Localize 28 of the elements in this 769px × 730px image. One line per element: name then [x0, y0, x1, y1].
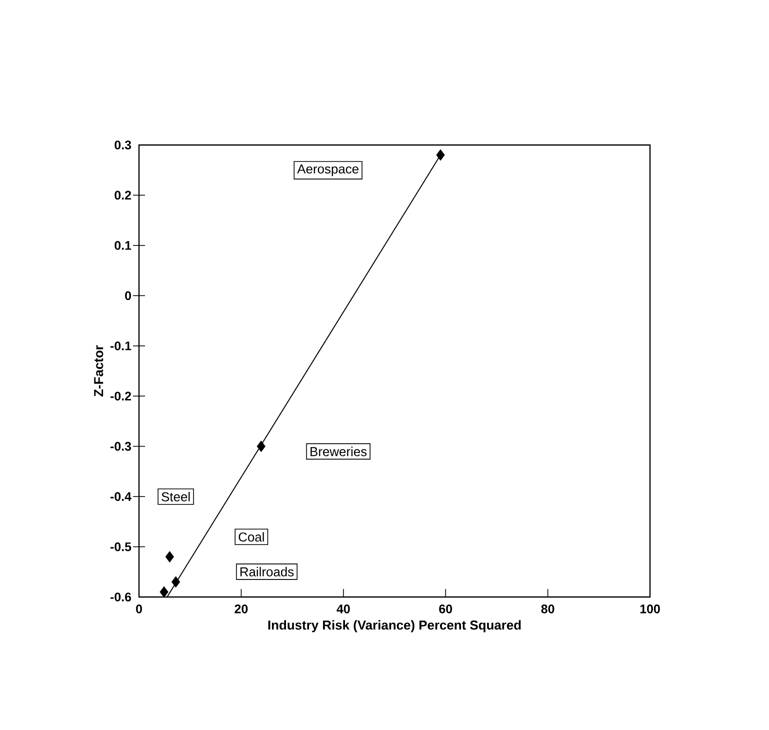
- y-tick-label: 0.2: [114, 190, 131, 200]
- x-axis-title: Industry Risk (Variance) Percent Squared: [268, 620, 521, 632]
- y-axis-title: Z-Factor: [94, 345, 104, 396]
- y-tick-label: -0.2: [110, 392, 131, 401]
- x-tick-label: 100: [640, 604, 660, 614]
- y-tick-label: 0: [125, 291, 131, 300]
- point: [160, 586, 168, 598]
- point: [165, 551, 174, 563]
- y-tick-label: -0.4: [110, 492, 132, 501]
- point: [171, 576, 180, 588]
- point: [256, 440, 266, 452]
- annotation: Coal: [238, 532, 264, 542]
- y-tick-label: -0.5: [110, 542, 132, 552]
- x-tick-label: 40: [336, 604, 350, 614]
- annotation: Aerospace: [297, 164, 358, 176]
- y-tick-label: 0.1: [114, 241, 132, 250]
- y-tick-label: -0.1: [110, 341, 132, 350]
- y-tick-label: -0.3: [110, 442, 132, 451]
- annotation: Breweries: [310, 446, 367, 456]
- annotation: Railroads: [240, 566, 294, 576]
- x-tick-label: 20: [234, 604, 248, 614]
- annotation: Steel: [162, 492, 190, 502]
- x-tick-label: 0: [136, 604, 142, 614]
- y-tick-label: -0.6: [110, 592, 132, 602]
- y-tick-label: 0.3: [114, 140, 132, 150]
- x-tick-label: 80: [541, 604, 554, 614]
- point: [436, 149, 445, 161]
- x-tick-label: 60: [439, 604, 452, 614]
